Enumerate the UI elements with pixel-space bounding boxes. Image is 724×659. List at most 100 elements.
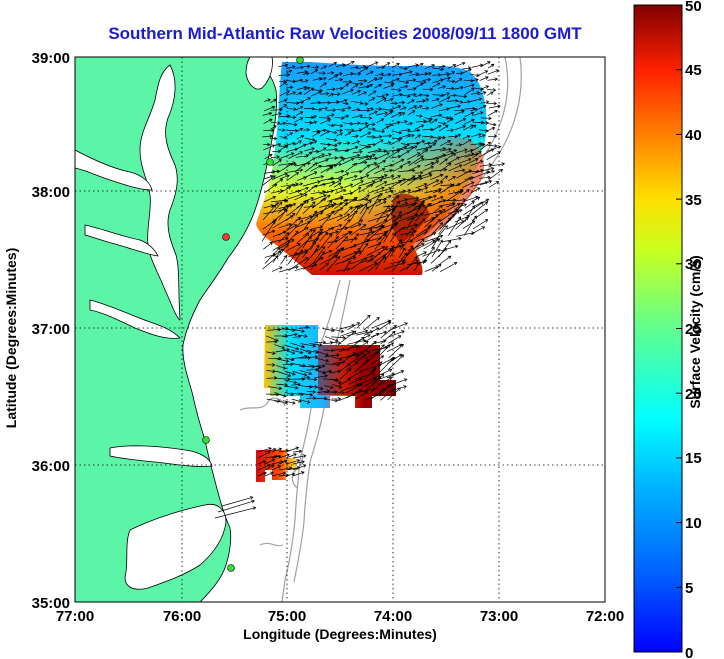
velocity-vector	[463, 158, 479, 167]
velocity-vector	[424, 64, 436, 70]
velocity-vector	[400, 128, 411, 132]
velocity-vector	[388, 343, 404, 359]
velocity-vector	[432, 67, 444, 72]
rappahannock-river	[84, 224, 159, 257]
velocity-vector	[375, 181, 388, 188]
velocity-vector	[440, 203, 461, 215]
velocity-vector	[295, 105, 304, 111]
velocity-vector	[438, 151, 455, 159]
velocity-vector	[479, 175, 491, 180]
colorbar-tick-label: 15	[685, 450, 702, 467]
velocity-vector	[298, 384, 313, 389]
velocity-vector	[298, 334, 308, 338]
velocity-vector	[486, 101, 498, 106]
velocity-vector	[358, 242, 369, 257]
velocity-vector	[332, 383, 343, 389]
velocity-vector	[344, 128, 355, 132]
velocity-vector	[415, 182, 428, 189]
velocity-vector	[278, 162, 294, 173]
velocity-vector	[422, 87, 434, 92]
velocity-vector	[358, 79, 368, 83]
velocity-vector	[342, 157, 355, 165]
velocity-vector	[487, 63, 495, 69]
velocity-vector	[358, 125, 369, 132]
velocity-vector	[376, 205, 390, 223]
velocity-vector	[288, 249, 309, 258]
velocity-vector	[279, 135, 288, 140]
velocity-vector	[408, 128, 421, 133]
velocity-vector	[486, 151, 501, 161]
velocity-vector	[486, 126, 496, 132]
velocity-vector	[422, 165, 435, 172]
delaware-bay	[245, 57, 273, 90]
station-marker	[202, 436, 210, 444]
velocity-vector	[262, 255, 279, 270]
velocity-vector	[391, 252, 408, 273]
velocity-vector	[344, 174, 358, 180]
velocity-vector	[315, 357, 330, 363]
velocity-vector	[350, 204, 361, 221]
velocity-vector	[440, 72, 450, 76]
velocity-vector	[414, 251, 427, 259]
velocity-vector	[478, 148, 495, 158]
velocity-vector	[430, 139, 438, 145]
velocity-vector	[257, 447, 272, 453]
velocity-vector	[480, 116, 492, 121]
velocity-vector	[374, 168, 386, 175]
velocity-vector	[351, 114, 364, 119]
velocity-vector	[472, 170, 490, 179]
velocity-vector	[471, 150, 482, 159]
velocity-vector	[470, 97, 483, 102]
x-tick-label: 72:00	[586, 608, 624, 625]
velocity-vector	[380, 325, 397, 339]
velocity-vector	[286, 91, 297, 96]
velocity-vector	[488, 122, 497, 127]
velocity-vector	[439, 208, 458, 222]
velocity-vector	[366, 178, 383, 187]
velocity-vector	[336, 267, 351, 272]
velocity-vector	[432, 73, 442, 77]
velocity-vector	[263, 128, 275, 133]
velocity-vector	[355, 390, 368, 400]
velocity-vector	[310, 175, 325, 180]
velocity-vector	[479, 141, 492, 151]
velocity-vector	[336, 172, 350, 180]
colorbar-tick-label: 50	[685, 0, 702, 15]
velocity-vector	[304, 211, 324, 221]
velocity-vector	[319, 262, 330, 271]
velocity-vector	[343, 106, 352, 110]
velocity-vector	[262, 134, 273, 138]
velocity-vector	[380, 388, 395, 401]
velocity-vector	[266, 339, 278, 344]
velocity-vector	[448, 164, 463, 172]
velocity-vector	[382, 133, 393, 138]
velocity-vector	[400, 120, 408, 124]
velocity-vector	[431, 97, 440, 102]
velocity-vector	[367, 77, 378, 84]
velocity-vector	[431, 237, 439, 249]
velocity-vector	[319, 100, 331, 105]
velocity-vector	[390, 101, 399, 106]
velocity-vector	[432, 82, 441, 88]
velocity-vector	[462, 68, 472, 74]
velocity-vector	[336, 98, 348, 104]
velocity-vector	[303, 210, 317, 230]
colorbar-tick-label: 30	[685, 256, 702, 273]
velocity-vector	[348, 377, 363, 385]
velocity-vector	[270, 98, 277, 104]
velocity-vector	[282, 362, 294, 367]
velocity-vector	[415, 139, 426, 144]
velocity-vector	[392, 72, 403, 77]
velocity-vector	[365, 70, 374, 76]
velocity-vector	[421, 142, 437, 152]
velocity-vector	[262, 175, 276, 186]
velocity-vector	[276, 365, 287, 370]
velocity-vector	[310, 140, 318, 145]
velocity-vector	[271, 454, 282, 459]
velocity-vector	[285, 459, 301, 465]
velocity-vector	[335, 236, 348, 250]
velocity-vector	[398, 94, 411, 98]
colorbar-tick-label: 5	[685, 580, 693, 597]
velocity-vector	[314, 386, 324, 391]
velocity-vector	[270, 155, 280, 159]
